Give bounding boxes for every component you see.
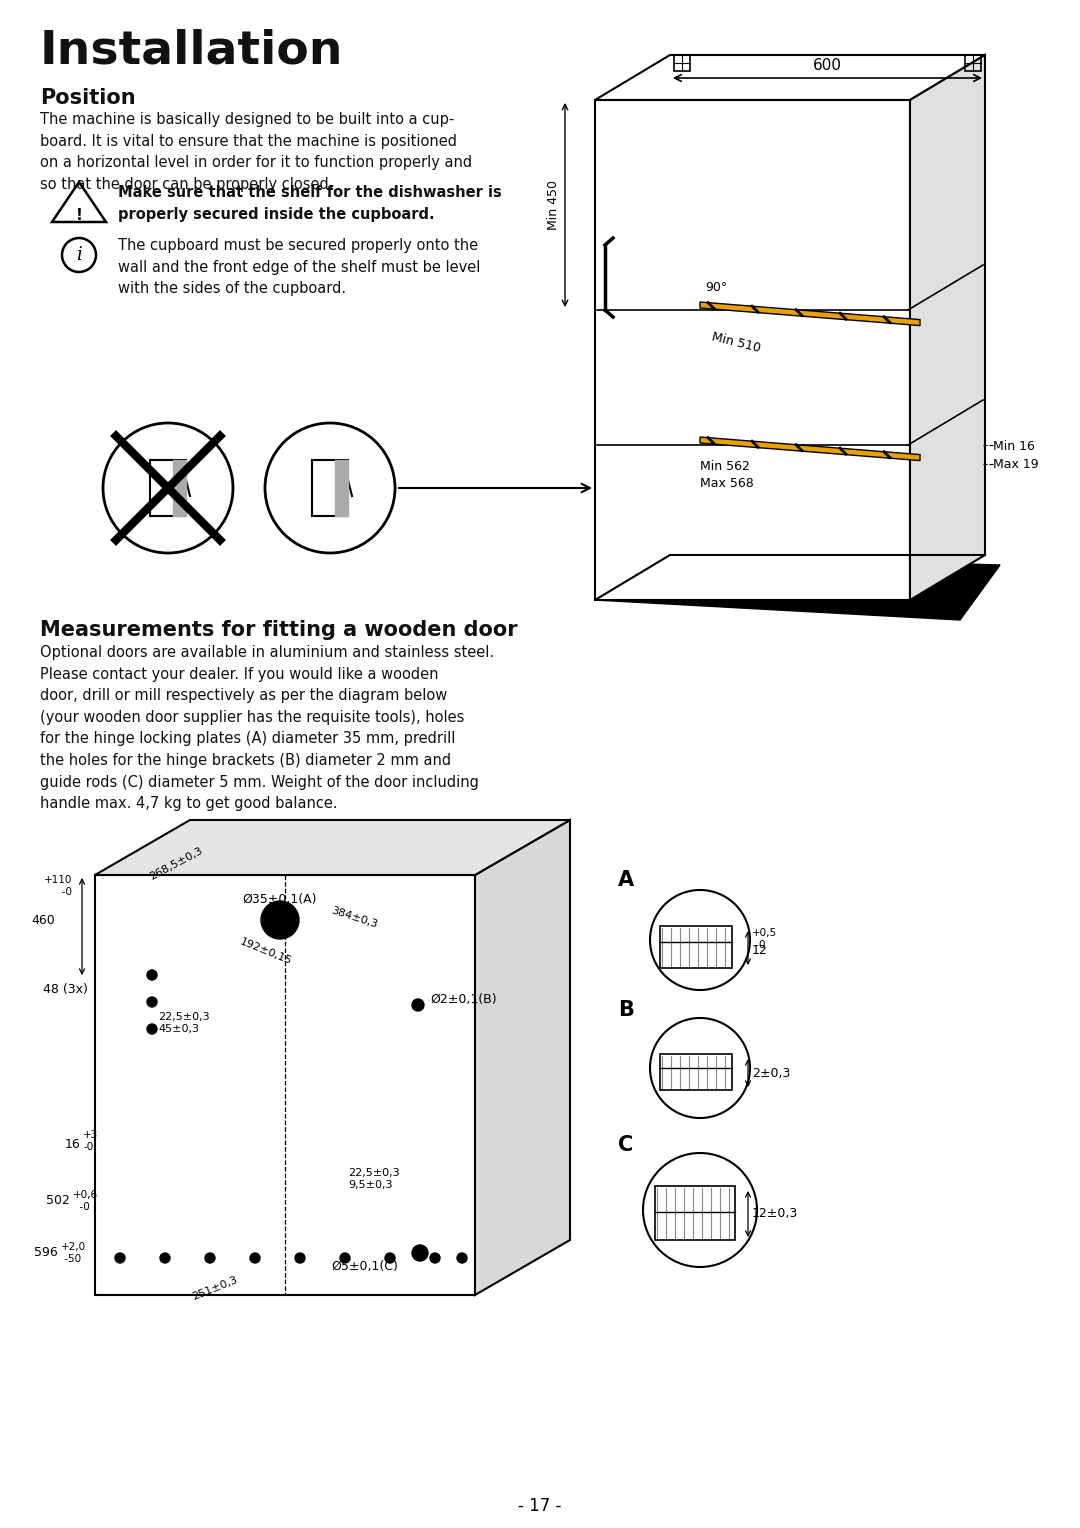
Text: +110
   -0: +110 -0 [43, 876, 72, 897]
Text: 596: 596 [35, 1245, 58, 1259]
Text: Position: Position [40, 89, 136, 108]
Circle shape [261, 902, 299, 940]
Text: 192±0,15: 192±0,15 [238, 937, 293, 967]
Polygon shape [95, 821, 570, 876]
Text: 12±0,3: 12±0,3 [752, 1207, 798, 1221]
Text: Optional doors are available in aluminium and stainless steel.
Please contact yo: Optional doors are available in aluminiu… [40, 645, 495, 811]
Circle shape [340, 1253, 350, 1264]
Polygon shape [700, 437, 920, 460]
Text: C: C [618, 1135, 633, 1155]
Text: +2,0
 -50: +2,0 -50 [60, 1242, 86, 1264]
Polygon shape [595, 99, 910, 601]
Text: +0,5
 -0: +0,5 -0 [752, 927, 778, 949]
Polygon shape [700, 303, 920, 325]
Circle shape [249, 1253, 260, 1264]
Text: Min 510: Min 510 [710, 330, 761, 354]
Circle shape [147, 996, 157, 1007]
Circle shape [160, 1253, 170, 1264]
Circle shape [114, 1253, 125, 1264]
Text: The machine is basically designed to be built into a cup-
board. It is vital to : The machine is basically designed to be … [40, 112, 472, 193]
Bar [660, 1054, 732, 1089]
Text: Min 16: Min 16 [993, 440, 1035, 452]
Bar [966, 55, 981, 70]
Text: Max 19: Max 19 [993, 458, 1039, 471]
Polygon shape [95, 876, 475, 1296]
Text: 2±0,3: 2±0,3 [752, 1067, 791, 1079]
Text: Min 450: Min 450 [546, 180, 561, 231]
Polygon shape [475, 821, 570, 1296]
Text: A: A [618, 869, 634, 889]
Circle shape [384, 1253, 395, 1264]
Circle shape [147, 1024, 157, 1034]
Text: 90°: 90° [705, 281, 727, 293]
Text: 251±0,3: 251±0,3 [191, 1274, 239, 1302]
Text: i: i [76, 246, 82, 264]
Text: 48 (3x): 48 (3x) [43, 984, 87, 996]
Text: !: ! [76, 208, 82, 223]
Text: Measurements for fitting a wooden door: Measurements for fitting a wooden door [40, 620, 517, 640]
Text: The cupboard must be secured properly onto the
wall and the front edge of the sh: The cupboard must be secured properly on… [118, 238, 481, 296]
Text: +0,6
  -0: +0,6 -0 [73, 1190, 98, 1212]
Text: 502: 502 [46, 1193, 70, 1207]
Polygon shape [595, 55, 985, 99]
Polygon shape [595, 555, 1000, 620]
Text: Ø2±0,1(B): Ø2±0,1(B) [430, 993, 497, 1007]
Text: 12: 12 [752, 943, 768, 957]
Circle shape [295, 1253, 305, 1264]
Circle shape [205, 1253, 215, 1264]
Bar [654, 1186, 735, 1241]
Text: Make sure that the shelf for the dishwasher is
properly secured inside the cupbo: Make sure that the shelf for the dishwas… [118, 185, 502, 222]
Text: B: B [618, 999, 634, 1021]
Circle shape [430, 1253, 440, 1264]
Text: - 17 -: - 17 - [518, 1497, 562, 1514]
Text: 460: 460 [31, 914, 55, 926]
Text: +3
-0: +3 -0 [83, 1131, 98, 1152]
Polygon shape [910, 55, 985, 601]
Bar [674, 55, 690, 70]
Text: Max 568: Max 568 [700, 477, 754, 490]
Text: 384±0,3: 384±0,3 [330, 905, 379, 929]
Text: Ø35±0,1(A): Ø35±0,1(A) [243, 892, 318, 906]
Circle shape [411, 999, 424, 1012]
Text: Installation: Installation [40, 28, 343, 73]
Text: 600: 600 [813, 58, 842, 73]
Text: 22,5±0,3
9,5±0,3: 22,5±0,3 9,5±0,3 [348, 1167, 400, 1190]
Text: Min 562: Min 562 [700, 460, 750, 474]
Text: 268,5±0,3: 268,5±0,3 [148, 845, 204, 882]
Circle shape [411, 1245, 428, 1261]
Text: 16: 16 [64, 1138, 80, 1152]
Bar [660, 926, 732, 969]
Circle shape [457, 1253, 467, 1264]
Text: 22,5±0,3
45±0,3: 22,5±0,3 45±0,3 [158, 1012, 210, 1033]
Text: Ø5±0,1(C): Ø5±0,1(C) [332, 1261, 399, 1273]
Circle shape [147, 970, 157, 979]
